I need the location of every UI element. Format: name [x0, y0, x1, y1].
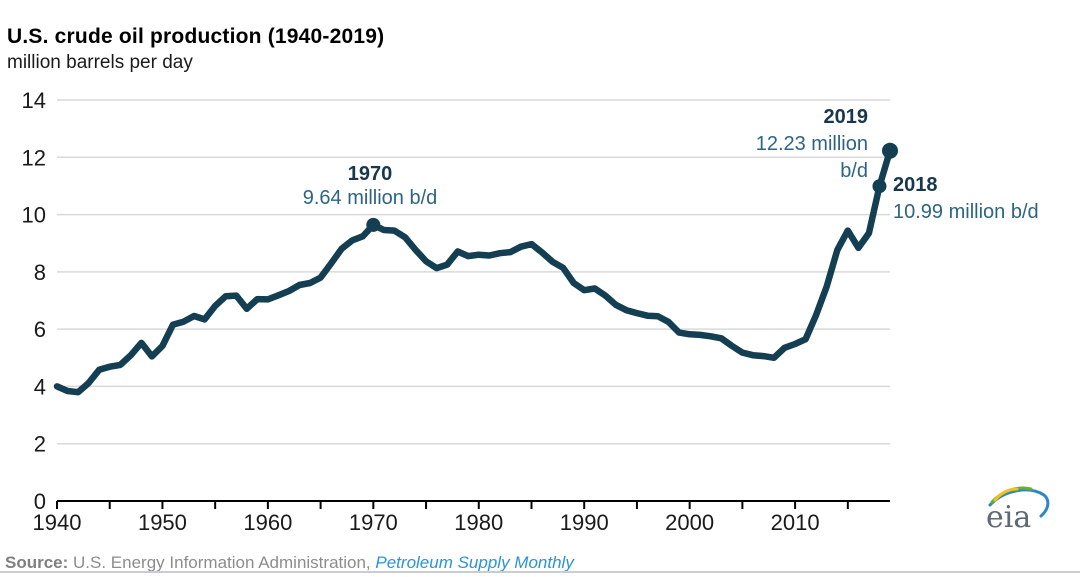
y-axis-tick-label: 12	[22, 145, 46, 170]
annotation-2019: 2019 12.23 million b/d	[618, 104, 868, 185]
x-axis-tick-label: 2000	[665, 510, 714, 535]
production-line-series	[53, 147, 894, 396]
source-publication-link[interactable]: Petroleum Supply Monthly	[375, 553, 574, 572]
x-axis-tick-label: 1990	[560, 510, 609, 535]
annotation-2018: 2018 10.99 million b/d	[893, 172, 1080, 226]
marker-dot-2019	[882, 142, 898, 159]
annotation-1970-year: 1970	[347, 163, 393, 185]
bottom-divider	[0, 571, 1080, 573]
x-axis-tick-label: 1940	[33, 510, 82, 535]
chart-title: U.S. crude oil production (1940-2019)	[7, 25, 385, 48]
y-axis-tick-label: 14	[22, 88, 46, 113]
x-axis-tick-label: 1980	[454, 510, 503, 535]
y-axis-tick-label: 4	[34, 374, 46, 399]
annotation-2019-value-line1: 12.23 million	[755, 133, 868, 155]
annotation-2019-value-line2: b/d	[840, 160, 868, 182]
eia-logo: eia	[986, 486, 1050, 535]
marker-dot-2018	[872, 179, 887, 194]
y-axis-tick-label: 10	[22, 203, 46, 228]
x-axis-tick-label: 2010	[771, 510, 820, 535]
source-line: Source: U.S. Energy Information Administ…	[5, 553, 574, 573]
eia-logo-blue-swoosh-icon	[988, 488, 1050, 518]
y-axis-tick-label: 8	[34, 260, 46, 285]
y-axis-tick-label: 2	[34, 432, 46, 457]
annotation-2019-year: 2019	[823, 106, 869, 128]
y-axis-tick-label: 0	[34, 489, 46, 514]
annotation-1970-peak: 1970 9.64 million b/d	[270, 162, 470, 210]
x-axis-tick-label: 1950	[138, 510, 187, 535]
annotation-2018-value: 10.99 million b/d	[893, 201, 1039, 223]
y-axis-tick-label: 6	[34, 317, 46, 342]
chart-unit-subtitle: million barrels per day	[7, 52, 193, 73]
annotation-1970-value: 9.64 million b/d	[302, 187, 438, 209]
source-agency: U.S. Energy Information Administration,	[68, 553, 376, 572]
marker-dot-1970	[366, 217, 381, 232]
eia-logo-text: eia	[986, 500, 1031, 535]
x-axis-tick-label: 1960	[243, 510, 292, 535]
x-axis-tick-label: 1970	[349, 510, 398, 535]
source-label: Source:	[5, 553, 69, 572]
annotation-2018-year: 2018	[893, 174, 938, 196]
eia-logo-yellow-swoosh-icon	[993, 487, 1019, 502]
